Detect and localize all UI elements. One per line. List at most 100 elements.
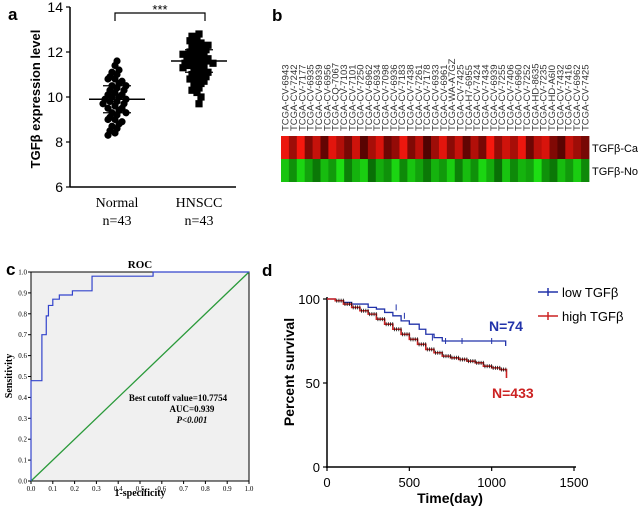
heatmap-column-label: TCGA-CV-6956 <box>322 64 333 131</box>
heatmap-cell-cancer <box>541 136 550 159</box>
heatmap-column-label: TCGA-CV-6934 <box>372 64 383 131</box>
heatmap-column-label: TCGA-CV-7178 <box>422 64 433 131</box>
heatmap-cell-cancer <box>359 136 369 159</box>
heatmap-cell-cancer <box>533 136 543 159</box>
data-point-hnscc <box>190 52 198 61</box>
data-point-normal <box>111 129 119 137</box>
y-tick-label: 100 <box>298 292 320 307</box>
data-point-normal <box>99 100 107 108</box>
data-point-hnscc <box>186 48 194 56</box>
heatmap-cell-normal <box>446 159 456 182</box>
heatmap-cell-cancer <box>281 136 290 159</box>
heatmap-cell-normal <box>391 159 400 182</box>
y-axis-label: Sensitivity <box>4 354 15 398</box>
heatmap-cell-normal <box>510 159 519 182</box>
y-tick-label: 0.4 <box>18 394 27 402</box>
x-tick-label: 0.2 <box>70 485 79 493</box>
heatmap-cell-normal <box>541 159 550 182</box>
heatmap-column-label: TCGA-CV-7425 <box>580 64 591 131</box>
y-tick-label: 0.0 <box>18 478 27 486</box>
heatmap-cell-normal <box>533 159 543 182</box>
heatmap-column-label: TCGA-CV-6943 <box>281 64 292 131</box>
heatmap-column-label: TCGA-CV-6960 <box>514 64 525 131</box>
significance-stars: *** <box>152 2 167 17</box>
heatmap-column-label: TCGA-CV-7235 <box>539 64 550 131</box>
heatmap-column-label: TCGA-CV-6939 <box>314 64 325 131</box>
heatmap-column-label: TCGA-CV-6935 <box>306 64 317 131</box>
heatmap-cell-normal <box>494 159 503 182</box>
data-point-hnscc <box>179 64 187 72</box>
heatmap-cell-cancer <box>470 136 479 159</box>
heatmap-column-label: TCGA-CV-7250 <box>356 64 367 131</box>
x-tick-label: 0.0 <box>27 485 36 493</box>
heatmap-cell-normal <box>320 159 329 182</box>
heatmap-cell-normal <box>383 159 392 182</box>
category-n-label: n=43 <box>103 214 132 229</box>
heatmap-row-label: TGFβ-Cancer <box>592 143 638 155</box>
heatmap-cell-normal <box>344 159 353 182</box>
heatmap-column-label: TCGA-CV-7255 <box>497 64 508 131</box>
heatmap-cell-cancer <box>565 136 574 159</box>
heatmap-cell-cancer <box>375 136 385 159</box>
heatmap-cell-normal <box>549 159 558 182</box>
heatmap-cell-normal <box>557 159 566 182</box>
x-tick-label: 0.3 <box>92 485 101 493</box>
heatmap-cell-cancer <box>367 136 377 159</box>
x-tick-label: 0 <box>323 475 330 490</box>
data-point-hnscc <box>193 88 201 97</box>
legend-label: low TGFβ <box>562 285 618 300</box>
data-point-hnscc <box>195 30 203 38</box>
data-point-hnscc <box>193 34 201 43</box>
heatmap-b: TGFβ-CancerTGFβ-NormalTCGA-CV-6943TCGA-C… <box>281 58 638 182</box>
data-point-hnscc <box>193 75 201 83</box>
significance-bracket <box>114 12 206 21</box>
heatmap-cell-cancer <box>352 136 361 159</box>
heatmap-cell-normal <box>462 159 471 182</box>
data-point-hnscc <box>197 93 205 101</box>
heatmap-column-label: TCGA-WA-A7GZ <box>447 58 458 131</box>
y-tick-label: 14 <box>47 0 63 15</box>
x-tick-label: 0.4 <box>114 485 123 493</box>
heatmap-cell-normal <box>375 159 385 182</box>
y-axis-label: Percent survival <box>281 318 297 426</box>
heatmap-cell-cancer <box>557 136 566 159</box>
reference-diagonal <box>30 271 250 482</box>
data-point-normal <box>104 131 112 139</box>
y-tick-label: 0 <box>313 460 320 475</box>
data-point-hnscc <box>195 84 203 92</box>
heatmap-cell-normal <box>478 159 487 182</box>
heatmap-cell-cancer <box>510 136 519 159</box>
heatmap-cell-normal <box>288 159 298 182</box>
panel-label-b: b <box>272 6 282 25</box>
y-tick-label: 0.9 <box>18 289 27 297</box>
annotation-n-low: N=74 <box>489 318 523 334</box>
heatmap-column-label: TCGA-CV-7252 <box>522 64 533 131</box>
heatmap-column-label: TCGA-CV-6936 <box>389 64 400 131</box>
heatmap-cell-cancer <box>431 136 440 159</box>
x-tick-label: 500 <box>398 475 420 490</box>
y-tick-label: 8 <box>55 134 63 150</box>
category-n-label: n=43 <box>185 214 214 229</box>
heatmap-cell-normal <box>486 159 495 182</box>
heatmap-cell-normal <box>454 159 464 182</box>
heatmap-column-label: TCGA-CV-7183 <box>397 64 408 131</box>
data-point-hnscc <box>202 73 210 81</box>
y-tick-label: 0.2 <box>18 436 27 444</box>
data-point-hnscc <box>188 32 196 40</box>
x-tick-label: 0.5 <box>136 485 145 493</box>
data-point-hnscc <box>186 37 194 45</box>
heatmap-cell-cancer <box>415 136 424 159</box>
x-tick-label: 1500 <box>560 475 589 490</box>
heatmap-cell-normal <box>328 159 337 182</box>
annotation-n-high: N=433 <box>492 385 534 401</box>
y-tick-label: 6 <box>55 179 63 195</box>
heatmap-cell-cancer <box>344 136 353 159</box>
heatmap-cell-normal <box>423 159 432 182</box>
data-point-hnscc <box>197 39 205 47</box>
data-point-hnscc <box>188 86 196 94</box>
heatmap-cell-cancer <box>462 136 471 159</box>
heatmap-cell-cancer <box>454 136 464 159</box>
data-point-hnscc <box>197 66 205 74</box>
